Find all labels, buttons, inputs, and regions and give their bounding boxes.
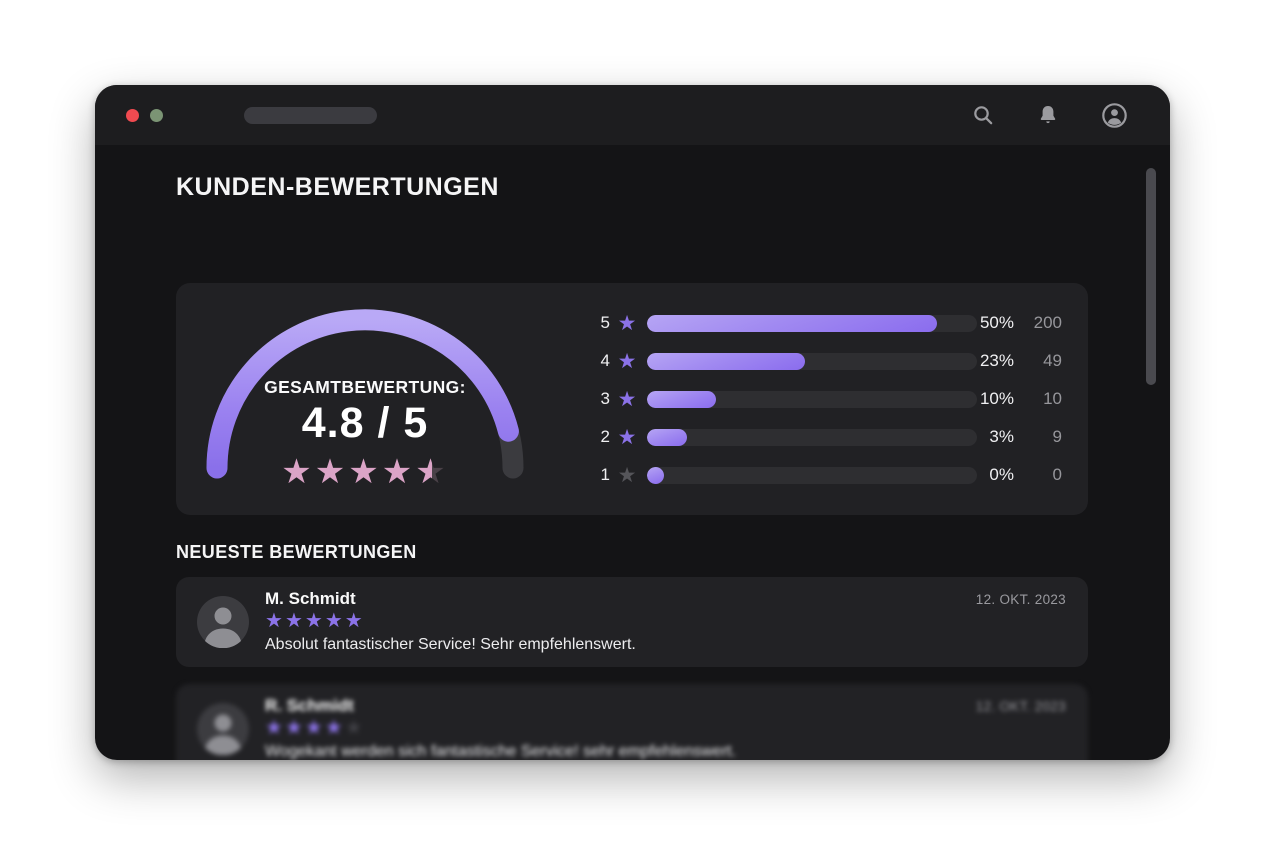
distribution-bar-track xyxy=(647,390,977,408)
star-icon: ★ xyxy=(617,311,637,335)
distribution-row: 1 ★ 0% 0 xyxy=(598,456,1062,494)
star-icon: ★★ xyxy=(415,453,449,491)
gauge-label: GESAMTBEWERTUNG: xyxy=(264,377,466,397)
distribution-star-count: 4 xyxy=(600,351,610,370)
gauge-fill-arc xyxy=(206,309,519,479)
star-icon: ★★ xyxy=(344,717,365,739)
star-icon: ★★ xyxy=(304,717,325,739)
distribution-bar-track xyxy=(647,428,977,446)
search-icon[interactable] xyxy=(971,103,995,127)
distribution-percent: 23% xyxy=(979,351,1014,370)
distribution-bar-fill xyxy=(647,314,938,332)
distribution-bar-track xyxy=(647,352,977,370)
bell-icon[interactable] xyxy=(1036,103,1060,127)
distribution-count: 0 xyxy=(1052,465,1062,484)
avatar xyxy=(197,703,249,760)
review-date: 12. OKT. 2023 xyxy=(975,699,1066,714)
distribution-bar-fill xyxy=(647,390,717,408)
reviewer-name: R. Schmidt xyxy=(265,696,354,715)
star-icon: ★★ xyxy=(284,610,305,632)
star-icon: ★★ xyxy=(324,610,345,632)
gauge-score: 4.8 / 5 xyxy=(301,399,429,447)
review-star-rating: ★★★★★★★★★★ xyxy=(265,610,918,632)
distribution-row: 2 ★ 3% 9 xyxy=(598,418,1062,456)
reviewer-name: M. Schmidt xyxy=(265,589,356,608)
distribution-count: 10 xyxy=(1043,389,1062,408)
reviews-list: M. Schmidt ★ ★ ★ ★ ★ ★ ★ ★ ★ ★ Absolut fantastische… xyxy=(176,577,1088,760)
star-icon: ★★ xyxy=(348,453,382,491)
app-window: KUNDEN-BEWERTUNGEN GESAMTBE xyxy=(95,85,1170,760)
rating-gauge xyxy=(200,301,530,501)
review-text: Wogekant werden sich fantastische Servic… xyxy=(265,743,737,760)
gauge-star-rating: ★★★★★★★★★★ xyxy=(200,455,530,489)
star-icon: ★★ xyxy=(381,453,416,491)
review-card[interactable]: R. Schmidt★★★★★★★★★★Wogekant werden sich… xyxy=(176,684,1088,760)
star-icon: ★ xyxy=(617,349,637,373)
review-text: Absolut fantastischer Service! Sehr empf… xyxy=(265,636,636,653)
distribution-bar-track xyxy=(647,466,977,484)
distribution-bar-track xyxy=(647,314,977,332)
zoom-window-button[interactable] xyxy=(150,108,163,122)
distribution-percent: 50% xyxy=(979,313,1014,332)
star-icon: ★★ xyxy=(344,610,365,632)
distribution-star-count: 5 xyxy=(600,313,610,332)
page-title: KUNDEN-BEWERTUNGEN xyxy=(176,173,499,201)
reviews-section-title: NEUESTE BEWERTUNGEN xyxy=(176,542,417,562)
distribution-star-count: 2 xyxy=(600,427,610,446)
star-icon: ★★ xyxy=(281,453,315,491)
star-icon: ★★ xyxy=(304,610,325,632)
distribution-row: 4 ★ 23% 49 xyxy=(598,342,1062,380)
user-icon[interactable] xyxy=(1101,102,1128,129)
close-window-button[interactable] xyxy=(126,108,139,122)
ratings-summary-card: GESAMTBEWERTUNG: 4.8 / 5 ★★★★★★★★★★ 5★50… xyxy=(176,283,1088,515)
review-star-rating: ★★★★★★★★★★ xyxy=(265,717,918,739)
distribution-bar-fill xyxy=(647,428,687,446)
distribution-bar-fill xyxy=(647,352,806,370)
titlebar-search-pill[interactable] xyxy=(244,106,377,124)
distribution-star-count: 1 xyxy=(600,465,610,484)
star-icon: ★★ xyxy=(314,453,349,491)
distribution-row: 3 ★ 10% 10 xyxy=(598,380,1062,418)
distribution-percent: 3% xyxy=(989,427,1014,446)
star-icon: ★ xyxy=(617,425,637,449)
review-date: 12. OKT. 2023 xyxy=(975,592,1066,607)
review-body: M. Schmidt ★ ★ ★ ★ ★ ★ ★ ★ ★ ★ Absolut fantastische… xyxy=(265,588,918,656)
star-icon: ★★ xyxy=(324,717,345,739)
star-icon: ★ xyxy=(617,463,637,487)
review-card[interactable]: M. Schmidt ★ ★ ★ ★ ★ ★ ★ ★ ★ ★ Absolut fantastische… xyxy=(176,577,1088,667)
avatar xyxy=(197,596,249,653)
titlebar xyxy=(95,85,1170,145)
rating-distribution: 5 ★ 50% 200 4 ★ 23% 49 3 ★ 10% 10 2 ★ 3% 9 1 ★ 0% 0 xyxy=(598,304,1062,494)
scrollbar-thumb[interactable] xyxy=(1146,168,1156,385)
distribution-count: 200 xyxy=(1033,313,1062,332)
distribution-count: 49 xyxy=(1043,351,1062,370)
distribution-percent: 10% xyxy=(979,389,1014,408)
distribution-bar-fill xyxy=(647,466,664,484)
distribution-row: 5 ★ 50% 200 xyxy=(598,304,1062,342)
main-content: KUNDEN-BEWERTUNGEN GESAMTBE xyxy=(95,145,1170,760)
distribution-count: 9 xyxy=(1052,427,1062,446)
review-body: R. Schmidt★★★★★★★★★★Wogekant werden sich… xyxy=(265,695,918,760)
star-icon: ★ xyxy=(617,387,637,411)
star-icon: ★★ xyxy=(284,717,305,739)
distribution-percent: 0% xyxy=(989,465,1014,484)
star-icon: ★★ xyxy=(265,717,285,739)
star-icon: ★★ xyxy=(265,610,285,632)
distribution-star-count: 3 xyxy=(600,389,610,408)
